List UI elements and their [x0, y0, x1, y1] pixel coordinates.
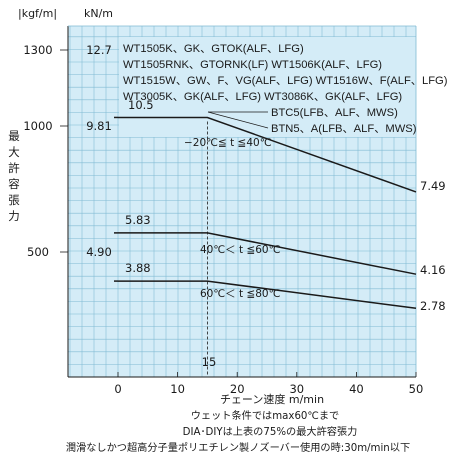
model-panel [119, 37, 416, 137]
svg-text:最大許容張力: 最大許容張力 [8, 129, 20, 223]
y-axis-title: 最大許容張力 [8, 129, 20, 223]
start-value-2: 5.83 [125, 213, 151, 227]
range-label-1: −20℃≦ t ≦40℃ [184, 137, 272, 149]
model-leader-6 [207, 111, 269, 129]
series-line-2 [118, 232, 417, 275]
kgf-unit-label: |kgf/m| [18, 7, 57, 20]
kn-tick-label: 9.81 [86, 119, 112, 133]
x-tick-label: 50 [409, 382, 424, 396]
kgf-tick-label: 1300 [23, 43, 52, 57]
x-tick-label: 0 [114, 382, 121, 396]
model-line-2: WT1505RNK、GTORNK(LF) WT1506K(ALF、LFG) [123, 59, 382, 71]
x-tick-label: 30 [289, 382, 304, 396]
note-3: 潤滑なしかつ超高分子量ポリエチレン製ノズーバー使用の時:30m/min以下 [66, 441, 410, 454]
kn-unit-label: kN/m [84, 7, 113, 20]
x-tick-label: 20 [230, 382, 245, 396]
model-line-1: WT1505K、GK、GTOK(ALF、LFG) [123, 43, 304, 55]
range-label-2: 40℃＜ t ≦60℃ [200, 244, 280, 256]
x-tick-label: 10 [170, 382, 185, 396]
kn-tick-label: 4.90 [86, 245, 112, 259]
end-value-3: 2.78 [420, 299, 446, 313]
x-tick-label: 40 [349, 382, 364, 396]
model-list: WT1505K、GK、GTOK(ALF、LFG) WT1505RNK、GTORN… [123, 43, 448, 135]
kgf-tick-label: 1000 [23, 119, 52, 133]
series-line-1 [118, 116, 417, 193]
start-value-1: 10.5 [128, 98, 154, 112]
range-label-3: 60℃＜ t ≦80℃ [200, 288, 280, 300]
note-2: DIA･DIYは上表の75%の最大許容張力 [183, 425, 358, 438]
end-value-2: 4.16 [420, 263, 446, 277]
break-point-label: 15 [202, 355, 217, 369]
model-line-4: WT3005K、GK(ALF、LFG) WT3086K、GK(ALF、LFG) [123, 91, 402, 103]
end-value-1: 7.49 [420, 179, 446, 193]
series-line-3 [118, 280, 417, 310]
series-lines [114, 116, 417, 310]
kn-tick-label: 12.7 [86, 43, 112, 57]
start-value-3: 3.88 [125, 261, 151, 275]
x-axis-ticks: 0 10 20 30 40 50 [114, 372, 423, 396]
model-line-3: WT1515W、GW、F、VG(ALF、LFG) WT1516W、F(ALF、L… [123, 75, 448, 87]
model-line-5: BTC5(LFB、ALF、MWS) [271, 107, 398, 119]
model-line-6: BTN5、A(LFB、ALF、MWS) [271, 123, 417, 135]
note-1: ウェット条件ではmax60℃まで [191, 409, 339, 422]
x-axis-title: チェーン速度 m/min [220, 392, 324, 406]
kgf-tick-label: 500 [27, 245, 49, 259]
